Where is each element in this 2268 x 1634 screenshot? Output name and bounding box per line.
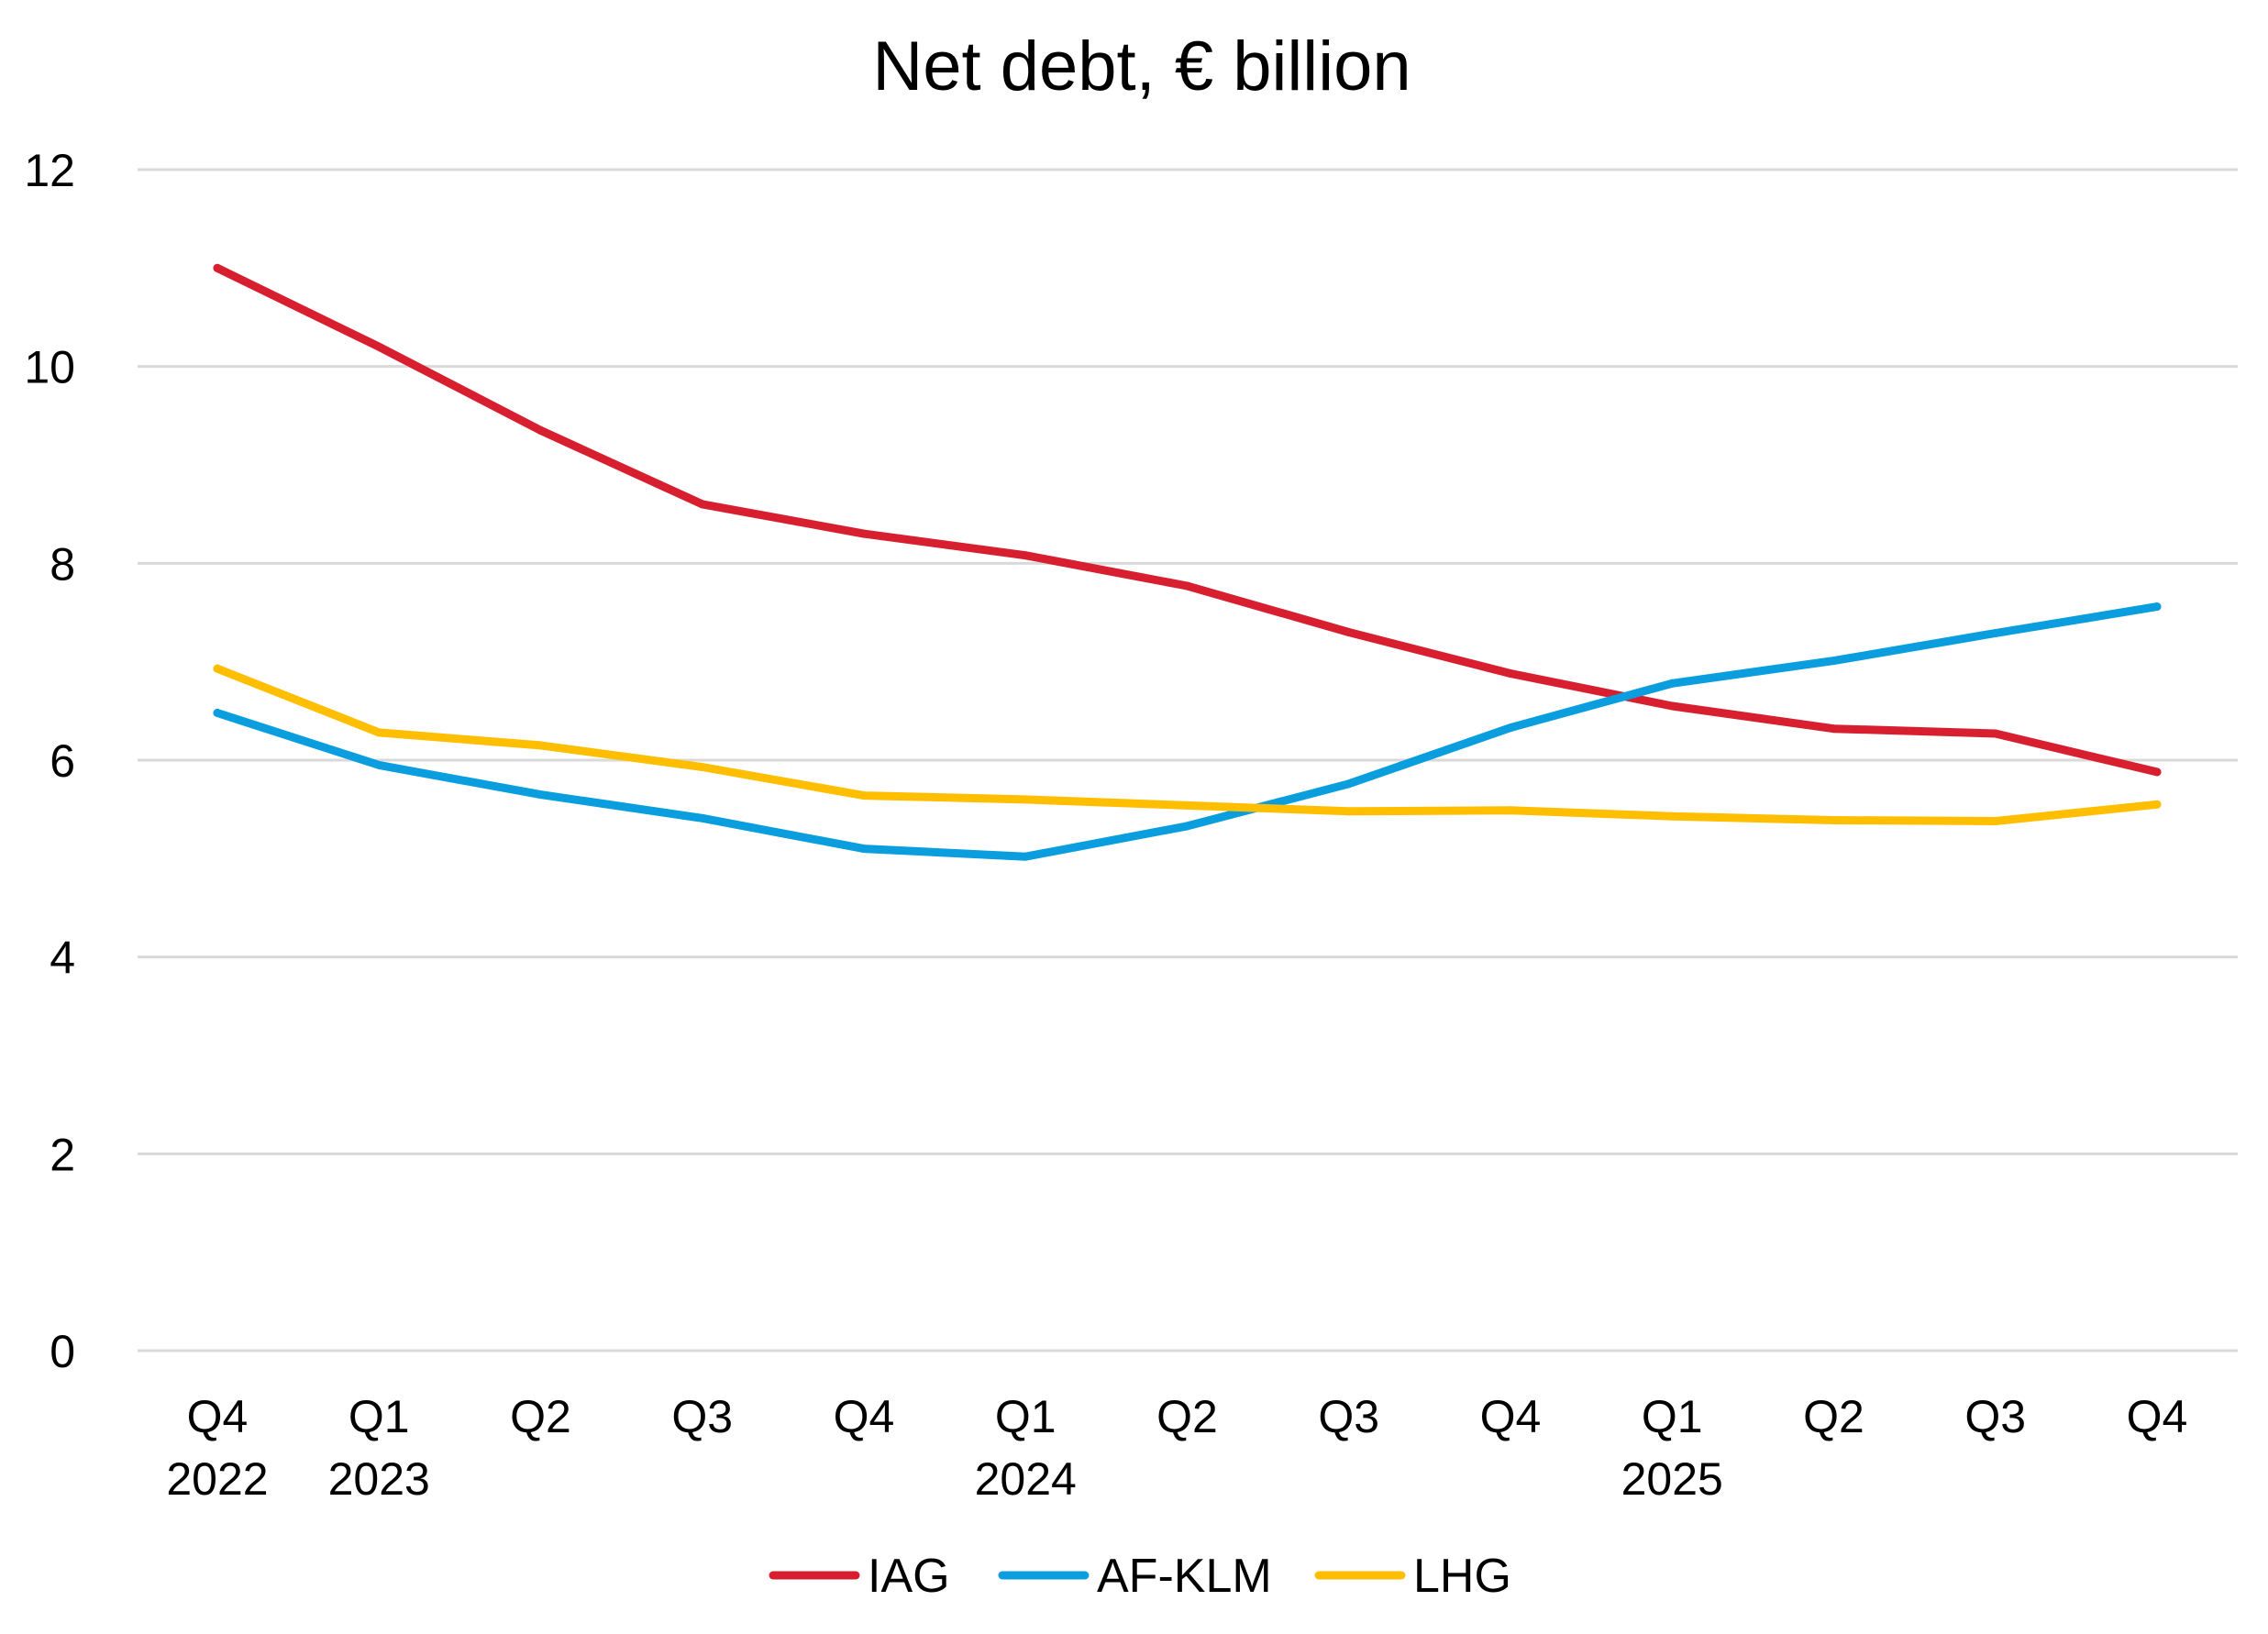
data-point-iag	[698, 500, 707, 509]
x-tick-label: Q1	[995, 1391, 1057, 1442]
data-point-iag	[213, 263, 222, 272]
data-point-af-klm	[1830, 657, 1838, 666]
data-point-iag	[859, 529, 868, 538]
data-point-iag	[1991, 729, 2000, 738]
x-tick-year-label: 2023	[328, 1453, 430, 1505]
data-point-af-klm	[1183, 822, 1191, 831]
data-point-lhg	[1506, 806, 1515, 815]
data-point-iag	[1183, 581, 1191, 591]
data-point-lhg	[1991, 817, 2000, 826]
data-point-lhg	[859, 791, 868, 800]
x-tick-label: Q4	[187, 1391, 249, 1442]
x-tick-label: Q2	[510, 1391, 571, 1442]
x-tick-label: Q2	[1803, 1391, 1864, 1442]
x-tick-year-label: 2025	[1621, 1453, 1723, 1505]
legend-label-lhg: LHG	[1413, 1550, 1511, 1603]
y-tick-label: 4	[50, 933, 75, 984]
data-point-iag	[374, 342, 383, 351]
gridlines	[138, 168, 2238, 1352]
data-point-lhg	[1830, 815, 1838, 824]
data-point-af-klm	[859, 845, 868, 854]
y-tick-label: 6	[50, 735, 75, 787]
series-line-lhg	[213, 664, 2162, 825]
data-point-af-klm	[1667, 679, 1676, 688]
data-point-iag	[1021, 551, 1030, 560]
series-line-iag	[213, 263, 2162, 777]
x-axis-ticks: Q4 2022 Q1 2023 Q2 Q3 Q4 Q1 2024 Q2 Q3 Q4 Q1 2025 Q2 Q3…	[166, 1391, 2187, 1505]
data-point-af-klm	[1506, 723, 1515, 733]
data-point-lhg	[1344, 807, 1354, 816]
x-tick-label: Q3	[1318, 1391, 1379, 1442]
x-tick-label: Q3	[671, 1391, 733, 1442]
y-tick-label: 2	[50, 1129, 75, 1180]
data-point-iag	[1830, 724, 1838, 734]
data-point-lhg	[374, 728, 383, 737]
x-tick-label: Q4	[834, 1391, 895, 1442]
data-point-lhg	[213, 664, 222, 673]
legend-label-af-klm: AF-KLM	[1097, 1550, 1272, 1603]
data-point-af-klm	[1344, 779, 1354, 789]
x-tick-year-label: 2022	[166, 1453, 268, 1505]
data-point-lhg	[1667, 811, 1676, 821]
x-tick-label: Q1	[1642, 1391, 1703, 1442]
x-tick-label: Q1	[348, 1391, 410, 1442]
x-tick-label: Q3	[1964, 1391, 2026, 1442]
y-tick-label: 12	[24, 145, 75, 196]
data-point-af-klm	[698, 813, 707, 823]
data-point-lhg	[1021, 795, 1030, 804]
y-tick-label: 8	[50, 538, 75, 590]
data-point-af-klm	[1991, 629, 2000, 638]
y-tick-label: 10	[24, 342, 75, 393]
x-tick-label: Q4	[1480, 1391, 1542, 1442]
legend: IAG AF-KLM LHG	[769, 1550, 1511, 1603]
data-point-af-klm	[537, 790, 545, 800]
data-point-lhg	[1183, 800, 1191, 810]
series-lines	[213, 263, 2162, 861]
x-tick-label: Q2	[1156, 1391, 1218, 1442]
x-tick-label: Q4	[2127, 1391, 2188, 1442]
data-point-iag	[1344, 627, 1354, 636]
data-point-iag	[1667, 701, 1676, 711]
x-tick-year-label: 2024	[975, 1453, 1077, 1505]
data-point-lhg	[698, 763, 707, 772]
data-point-lhg	[2152, 800, 2162, 809]
data-point-af-klm	[374, 760, 383, 769]
legend-label-iag: IAG	[868, 1550, 950, 1603]
data-point-af-klm	[2152, 602, 2162, 612]
y-axis-ticks: 0 2 4 6 8 10 12	[24, 145, 75, 1377]
data-point-iag	[2152, 767, 2162, 777]
data-point-lhg	[537, 741, 545, 750]
data-point-af-klm	[1021, 852, 1030, 861]
y-tick-label: 0	[50, 1326, 75, 1377]
data-point-iag	[1506, 669, 1515, 679]
data-point-iag	[537, 425, 545, 435]
data-point-af-klm	[213, 708, 222, 717]
chart-title: Net debt, € billion	[872, 28, 1411, 105]
